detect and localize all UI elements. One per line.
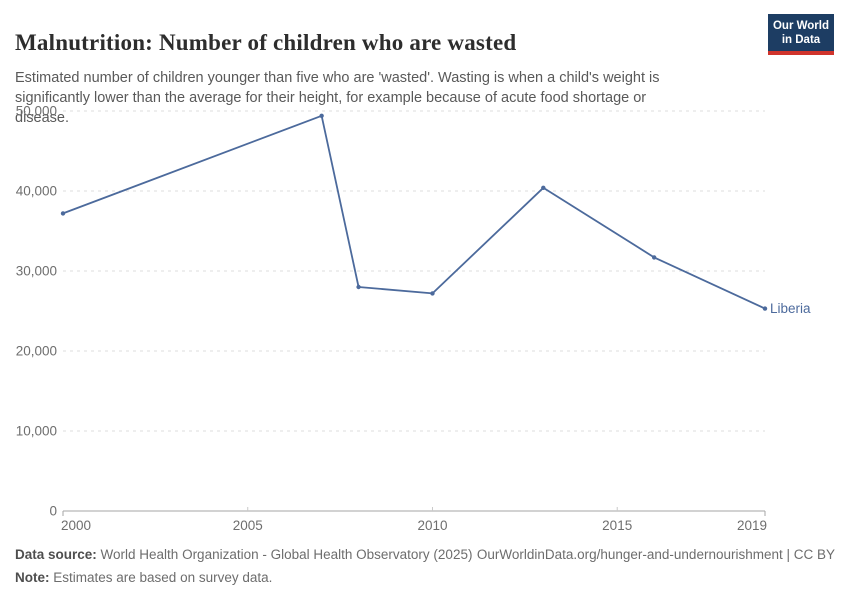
x-tick-label: 2015 bbox=[602, 518, 632, 533]
y-tick-label: 10,000 bbox=[16, 424, 57, 439]
owid-logo[interactable]: Our World in Data bbox=[768, 14, 834, 55]
footer-datasource: Data source: World Health Organization -… bbox=[15, 547, 472, 562]
data-point[interactable] bbox=[541, 185, 546, 190]
series-end-label[interactable]: Liberia bbox=[770, 301, 811, 316]
data-point[interactable] bbox=[651, 255, 657, 260]
x-tick-label: 2010 bbox=[417, 518, 447, 533]
data-line[interactable] bbox=[62, 114, 766, 310]
footer-note: Note: Estimates are based on survey data… bbox=[15, 570, 272, 585]
subtitle-line-2: significantly lower than the average for… bbox=[15, 89, 647, 126]
note-text: Estimates are based on survey data. bbox=[49, 570, 273, 585]
datasource-label: Data source: bbox=[15, 547, 97, 562]
data-point[interactable] bbox=[430, 291, 435, 296]
subtitle-line-1: Estimated number of children younger tha… bbox=[15, 69, 660, 86]
datasource-text: World Health Organization - Global Healt… bbox=[96, 547, 473, 562]
data-point[interactable] bbox=[319, 113, 324, 119]
data-point[interactable] bbox=[60, 211, 66, 216]
footer-citation-link[interactable]: OurWorldinData.org/hunger-and-undernouri… bbox=[476, 547, 835, 562]
logo-line-1: Our World bbox=[772, 20, 829, 32]
page-title: Malnutrition: Number of children who are… bbox=[15, 30, 517, 56]
y-tick-label: 0 bbox=[49, 504, 57, 519]
x-tick-label: 2019 bbox=[737, 518, 767, 533]
note-label: Note: bbox=[15, 570, 50, 585]
data-point[interactable] bbox=[762, 306, 768, 311]
data-point[interactable] bbox=[356, 284, 361, 290]
y-tick-label: 30,000 bbox=[16, 264, 57, 279]
x-tick-label: 2005 bbox=[233, 518, 263, 533]
logo-line-2: in Data bbox=[781, 34, 821, 46]
y-tick-label: 40,000 bbox=[16, 184, 57, 199]
y-tick-label: 50,000 bbox=[16, 104, 57, 119]
y-tick-label: 20,000 bbox=[16, 344, 57, 359]
x-tick-label: 2000 bbox=[61, 518, 91, 533]
chart-subtitle: Estimated number of children younger tha… bbox=[15, 68, 675, 128]
